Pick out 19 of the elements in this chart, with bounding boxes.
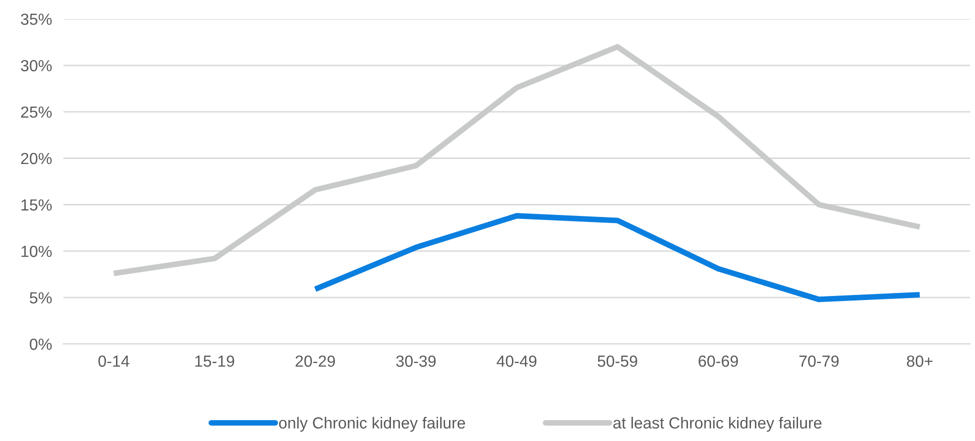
x-tick-label: 70-79 — [799, 356, 839, 367]
y-tick-label: 25% — [21, 106, 52, 118]
y-tick-label: 0% — [30, 338, 52, 350]
y-tick-label: 35% — [20, 14, 52, 25]
y-tick-label: 30% — [20, 60, 52, 72]
x-tick-label: 80+ — [906, 356, 933, 367]
x-tick-label: 20-29 — [296, 356, 335, 367]
y-tick-label: 15% — [22, 199, 52, 211]
legend-label: only Chronic kidney failure — [279, 416, 466, 432]
y-tick-label: 20% — [21, 152, 52, 164]
y-tick-label: 5% — [30, 292, 52, 304]
legend-label: at least Chronic kidney failure — [613, 416, 822, 432]
x-tick-label: 60-69 — [698, 356, 738, 367]
x-tick-label: 30-39 — [396, 356, 436, 367]
x-tick-label: 50-59 — [598, 356, 638, 367]
y-tick-label: 10% — [22, 246, 52, 258]
x-tick-label: 0-14 — [98, 356, 130, 367]
x-tick-label: 40-49 — [496, 356, 536, 367]
x-tick-label: 15-19 — [195, 356, 234, 367]
